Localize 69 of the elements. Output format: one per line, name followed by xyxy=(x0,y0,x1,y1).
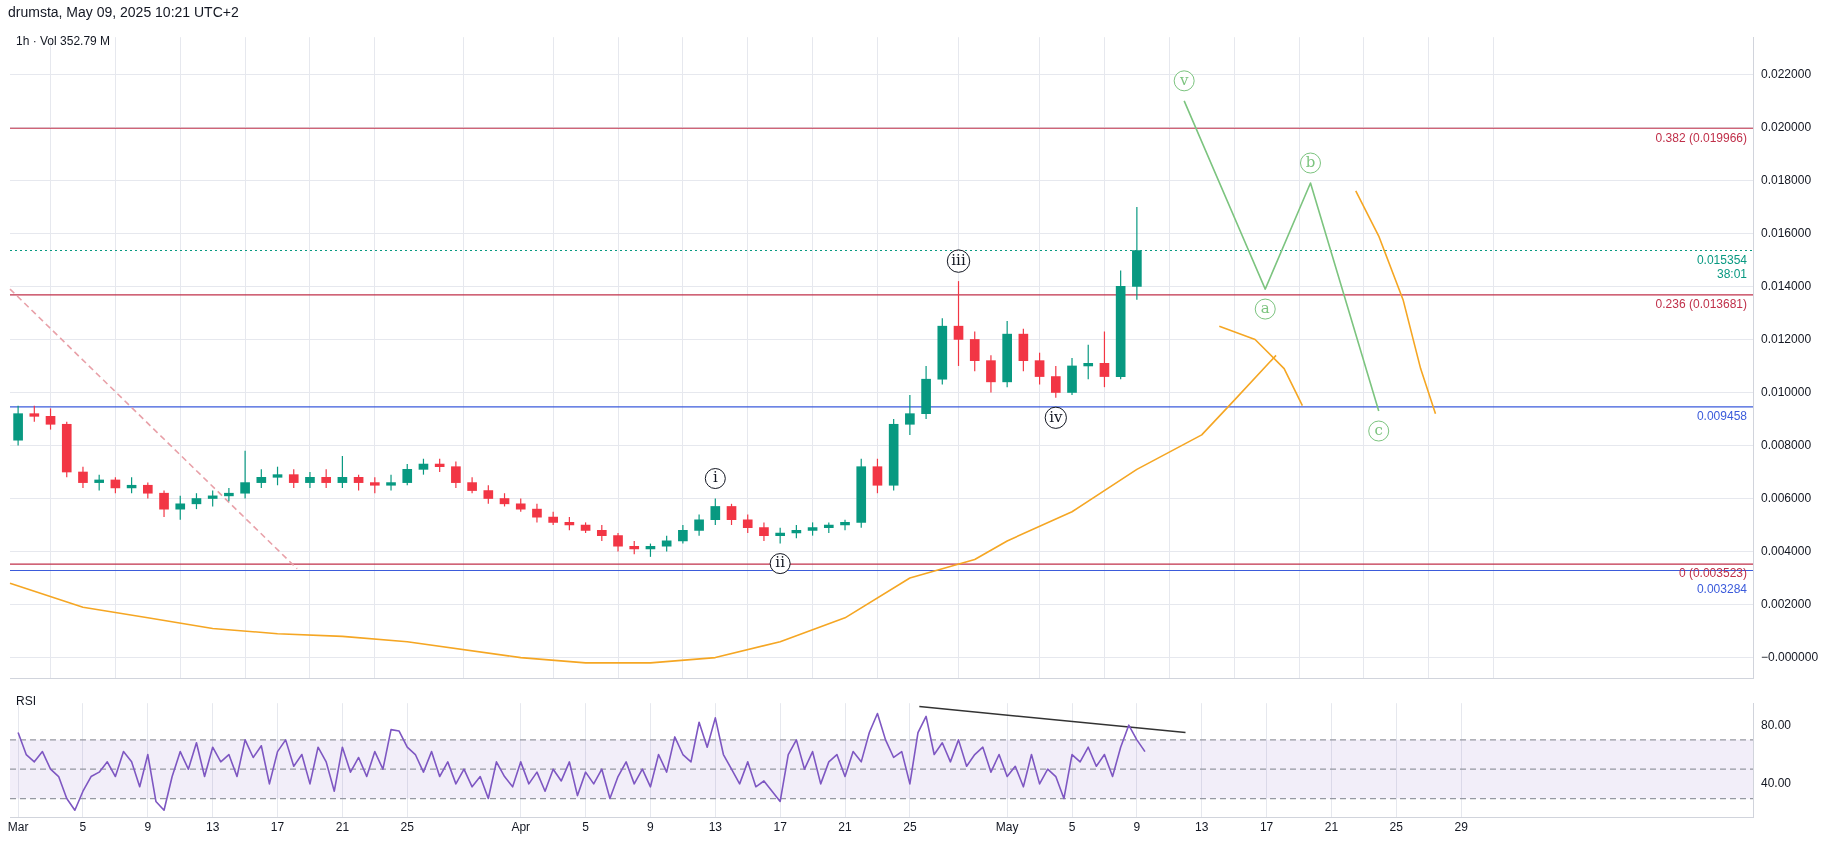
annotation: a xyxy=(1260,298,1270,317)
ref-line-label: 0.015354 38:01 xyxy=(1696,252,1748,281)
y-tick-label: 0.008000 xyxy=(1761,437,1812,452)
y-tick-label: 0.014000 xyxy=(1761,278,1812,293)
ref-line-label: 0.236 (0.013681) xyxy=(1655,297,1747,312)
x-tick-label: 29 xyxy=(1454,820,1469,835)
x-tick-label: 21 xyxy=(1324,820,1339,835)
candlestick xyxy=(710,497,721,526)
x-tick-label: 17 xyxy=(1259,820,1274,835)
x-tick-label: 9 xyxy=(144,820,152,835)
y-tick-label: −0.000000 xyxy=(1761,649,1819,664)
annotation: iv xyxy=(1049,407,1063,426)
x-tick-label: Mar xyxy=(7,820,29,835)
candlestick xyxy=(256,468,267,489)
y-tick-label: 0.016000 xyxy=(1761,225,1812,240)
x-tick-label: 9 xyxy=(647,820,655,835)
annotation: iii xyxy=(951,251,966,269)
candlestick xyxy=(386,474,396,492)
candlestick xyxy=(175,495,186,521)
y-tick-label: 0.020000 xyxy=(1761,119,1812,134)
annotation: b xyxy=(1305,152,1316,171)
candlestick xyxy=(288,468,299,489)
x-tick-label: 17 xyxy=(773,820,788,835)
x-tick-label: 21 xyxy=(838,820,853,835)
ref-line-label: 0.003284 xyxy=(1696,582,1748,597)
y-tick-label: 0.004000 xyxy=(1761,543,1812,558)
ref-line-label: 0 (0.003523) xyxy=(1678,566,1747,581)
y-tick-label: 0.010000 xyxy=(1761,384,1812,399)
x-tick-label: 5 xyxy=(79,820,87,835)
x-tick-label: 13 xyxy=(1195,820,1209,835)
candlestick xyxy=(483,484,494,505)
annotation: c xyxy=(1374,420,1383,439)
y-tick-label: 0.022000 xyxy=(1761,66,1812,81)
x-tick-label: May xyxy=(995,820,1019,835)
ref-line-label: 0.382 (0.019966) xyxy=(1655,130,1747,145)
x-tick-label: Apr xyxy=(511,820,531,835)
annotation: v xyxy=(1178,70,1189,89)
candlestick xyxy=(856,458,867,529)
annotation: i xyxy=(712,468,718,487)
x-tick-label: 13 xyxy=(205,820,220,835)
y-tick-label: 40.00 xyxy=(1761,776,1792,791)
x-tick-label: 25 xyxy=(903,820,917,835)
chart-title: RSI xyxy=(16,694,37,708)
candlestick xyxy=(937,317,948,386)
x-tick-label: 17 xyxy=(270,820,285,835)
x-tick-label: 9 xyxy=(1133,820,1141,835)
x-tick-label: 5 xyxy=(1068,820,1076,835)
ref-line-label: 0.009458 xyxy=(1696,409,1748,424)
y-tick-label: 0.018000 xyxy=(1761,172,1812,187)
candlestick xyxy=(402,463,413,486)
annotation: ii xyxy=(775,553,786,572)
y-tick-label: 80.00 xyxy=(1761,717,1792,732)
chart-title: drumsta, May 09, 2025 10:21 UTC+2 xyxy=(8,4,239,20)
y-tick-label: 0.006000 xyxy=(1761,490,1812,505)
x-tick-label: 5 xyxy=(582,820,590,835)
x-tick-label: 21 xyxy=(335,820,350,835)
x-tick-label: 25 xyxy=(1389,820,1404,835)
candlestick xyxy=(321,468,331,489)
candlestick xyxy=(61,421,72,478)
y-tick-label: 0.012000 xyxy=(1761,331,1812,346)
candlestick xyxy=(969,330,980,372)
candlestick xyxy=(1002,320,1012,388)
chart-subtitle: 1h · Vol 352.79 M xyxy=(16,34,111,48)
x-tick-label: 13 xyxy=(708,820,723,835)
x-tick-label: 25 xyxy=(400,820,415,835)
candlestick xyxy=(272,466,283,486)
candlestick xyxy=(742,513,753,534)
candlestick xyxy=(1050,365,1061,399)
y-tick-label: 0.002000 xyxy=(1761,596,1812,611)
